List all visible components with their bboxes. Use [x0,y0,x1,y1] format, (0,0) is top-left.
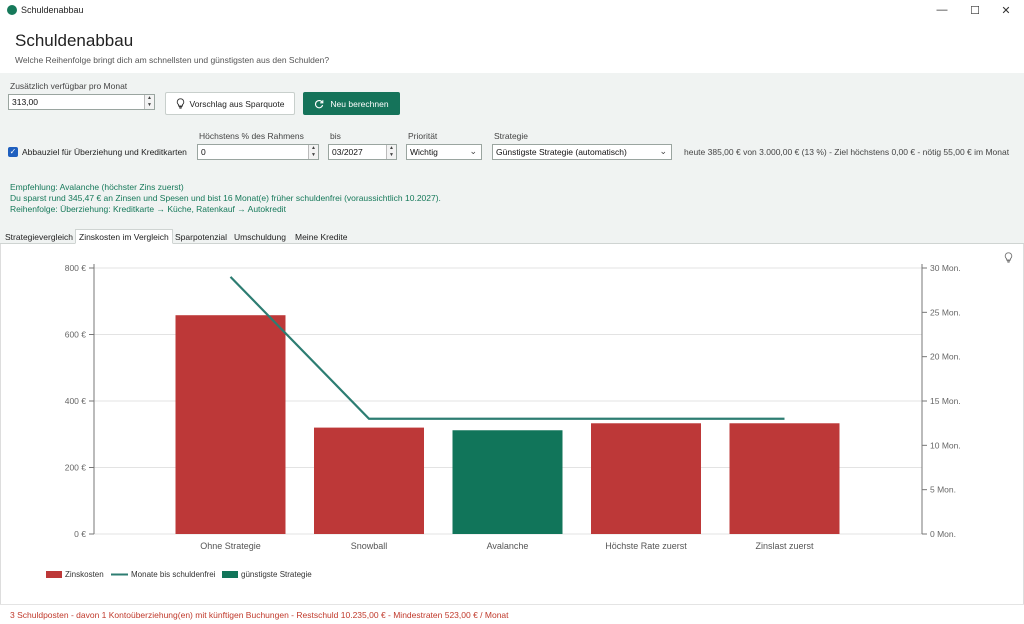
bar-3 [591,423,701,534]
legend-label: Monate bis schuldenfrei [131,570,216,579]
monthly-amount-stepper[interactable]: ▲ ▼ [144,95,154,109]
bar-2 [452,430,563,534]
until-date-value: 03/2027 [332,147,363,157]
priority-select[interactable]: Wichtig ⌄ [406,144,482,160]
tab-my-loans[interactable]: Meine Kredite [295,232,348,242]
monthly-amount-value: 313,00 [12,97,38,107]
page-header: Schuldenabbau Welche Reihenfolge bringt … [0,20,1024,73]
recommendation-order: Reihenfolge: Überziehung: Kreditkarte → … [10,204,286,214]
right-axis-tick-label: 0 Mon. [930,529,956,539]
left-axis-tick-label: 400 € [65,396,87,406]
monthly-amount-input[interactable]: 313,00 ▲ ▼ [8,94,155,110]
right-axis-tick-label: 15 Mon. [930,396,961,406]
lightbulb-icon [176,98,184,109]
category-label: Zinslast zuerst [755,541,814,551]
right-axis-tick-label: 20 Mon. [930,352,961,362]
tab-savings-potential[interactable]: Sparpotenzial [175,232,227,242]
left-axis-tick-label: 800 € [65,263,87,273]
app-icon [7,5,17,15]
bar-4 [729,423,840,534]
months-line [229,276,785,420]
tab-refinancing[interactable]: Umschuldung [234,232,286,242]
left-axis-tick-label: 0 € [74,529,86,539]
reduction-goal-label: Abbauziel für Überziehung und Kreditkart… [22,147,187,157]
priority-label: Priorität [408,131,438,141]
legend-label: Zinskosten [65,570,104,579]
priority-value: Wichtig [410,147,438,157]
max-percent-value: 0 [201,147,206,157]
legend-swatch-zinskosten [46,571,62,578]
window-titlebar: Schuldenabbau — ☐ ✕ [0,0,1024,20]
category-label: Ohne Strategie [200,541,261,551]
status-bar: 3 Schuldposten - davon 1 Kontoüberziehun… [0,604,1024,624]
chevron-down-icon: ⌄ [469,146,477,156]
category-label: Avalanche [487,541,529,551]
strategy-label: Strategie [494,131,529,141]
right-axis-tick-label: 10 Mon. [930,440,961,450]
recommendation-title: Empfehlung: Avalanche (höchster Zins zue… [10,182,184,192]
recalculate-button-label: Neu berechnen [330,98,389,109]
max-percent-input[interactable]: 0 ▲ ▼ [197,144,319,160]
right-axis-tick-label: 25 Mon. [930,307,961,317]
max-percent-label: Höchstens % des Rahmens [199,131,304,141]
until-date-stepper[interactable]: ▲ ▼ [386,145,396,159]
left-axis-tick-label: 200 € [65,463,87,473]
bar-0 [175,315,286,534]
maximize-button[interactable]: ☐ [970,4,980,17]
category-label: Snowball [351,541,388,551]
page-subtitle: Welche Reihenfolge bringt dich am schnel… [15,55,330,65]
window-title: Schuldenabbau [21,5,84,15]
reduction-goal-checkbox[interactable]: ✓ [8,147,18,157]
status-bar-text: 3 Schuldposten - davon 1 Kontoüberziehun… [10,610,509,620]
monthly-label: Zusätzlich verfügbar pro Monat [10,81,128,91]
minimize-button[interactable]: — [936,4,948,16]
max-percent-stepper[interactable]: ▲ ▼ [308,145,318,159]
bar-1 [314,427,424,534]
right-axis-tick-label: 5 Mon. [930,485,956,495]
category-label: Höchste Rate zuerst [605,541,687,551]
legend-label: günstigste Strategie [241,570,312,579]
suggest-button-label: Vorschlag aus Sparquote [189,98,285,109]
right-axis-tick-label: 30 Mon. [930,263,961,273]
recommendation-panel: Empfehlung: Avalanche (höchster Zins zue… [0,175,1024,229]
page-title: Schuldenabbau [15,31,134,50]
left-axis-tick-label: 600 € [65,330,87,340]
chart-panel: 0 € 200 € 400 € 600 € 800 € 0 Mon. 5 Mon. 10 Mo… [0,244,1024,604]
close-button[interactable]: ✕ [1001,4,1011,17]
tab-strategy-comparison[interactable]: Strategievergleich [5,232,74,242]
until-label: bis [330,131,341,141]
chevron-down-icon: ⌄ [659,146,667,156]
recommendation-savings: Du sparst rund 345,47 € an Zinsen und Sp… [10,193,441,203]
legend-swatch-best [222,571,238,578]
strategy-value: Günstigste Strategie (automatisch) [496,147,627,157]
interest-comparison-chart: 0 € 200 € 400 € 600 € 800 € 0 Mon. 5 Mon. 10 Mo… [46,263,961,579]
until-date-input[interactable]: 03/2027 ▲ ▼ [328,144,397,160]
strategy-select[interactable]: Günstigste Strategie (automatisch) ⌄ [492,144,672,160]
lightbulb-icon[interactable] [1004,252,1013,263]
tab-interest-comparison[interactable]: Zinskosten im Vergleich [75,229,173,244]
tab-bar: Strategievergleich Zinskosten im Verglei… [0,229,1024,244]
suggest-from-savings-button[interactable]: Vorschlag aus Sparquote [165,92,295,115]
refresh-icon [315,99,324,108]
overdraft-status-text: heute 385,00 € von 3.000,00 € (13 %) - Z… [684,147,1010,157]
recalculate-button[interactable]: Neu berechnen [303,92,400,115]
